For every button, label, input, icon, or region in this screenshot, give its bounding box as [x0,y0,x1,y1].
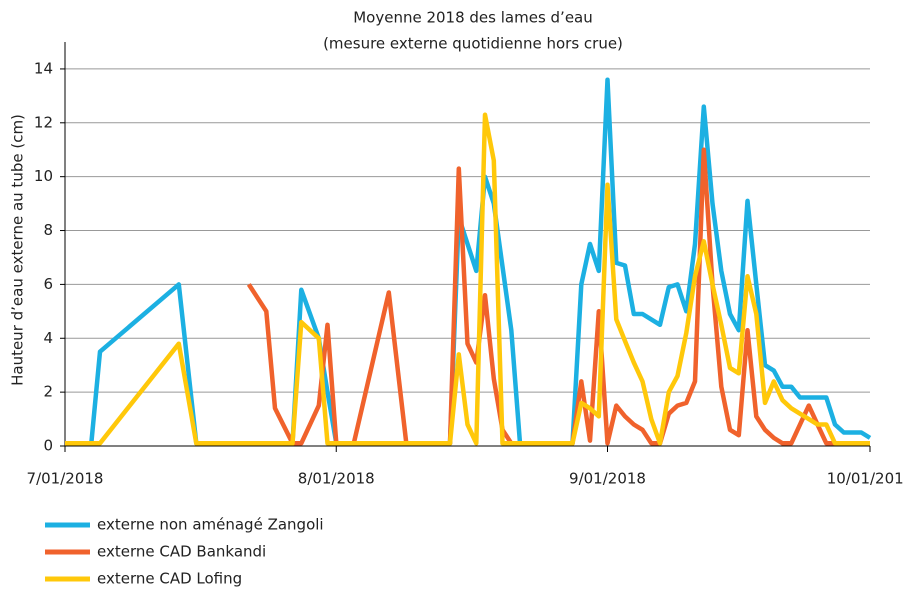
y-tick-label: 2 [43,383,53,401]
legend-label: externe non aménagé Zangoli [97,516,324,534]
x-tick-label: 8/01/2018 [298,470,375,488]
x-tick-label: 10/01/2018 [827,470,904,488]
chart-subtitle: (mesure externe quotidienne hors crue) [323,35,623,53]
y-tick-label: 8 [43,221,53,239]
series-line [65,77,872,446]
legend-label: externe CAD Bankandi [97,543,266,561]
y-tick-label: 0 [43,437,53,455]
y-tick-label: 10 [34,167,53,185]
y-tick-label: 12 [34,113,53,131]
chart-title: Moyenne 2018 des lames d’eau [353,9,593,27]
y-tick-label: 6 [43,275,53,293]
y-tick-label: 4 [43,329,53,347]
x-tick-label: 9/01/2018 [569,470,646,488]
y-tick-label: 14 [34,59,53,77]
y-axis-label: Hauteur d’eau externe au tube (cm) [9,114,27,386]
x-tick-label: 7/01/2018 [27,470,104,488]
series-line [246,147,870,446]
series-line [65,112,870,446]
legend-label: externe CAD Lofing [97,570,242,588]
